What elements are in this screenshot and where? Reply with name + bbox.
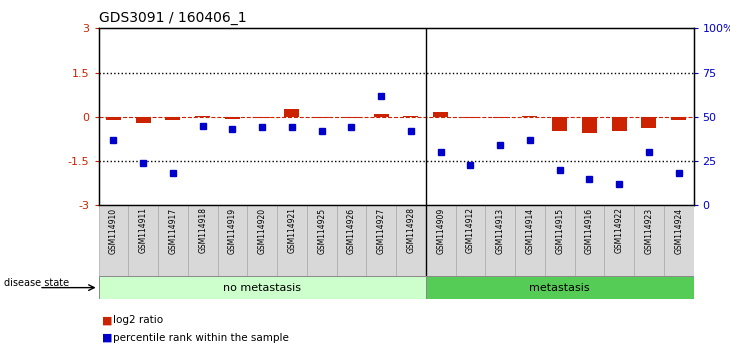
Text: GSM114926: GSM114926 (347, 207, 356, 253)
Bar (285, 109, 299, 117)
Text: GSM114915: GSM114915 (555, 207, 564, 253)
Bar (366, 205, 396, 276)
Text: percentile rank within the sample: percentile rank within the sample (113, 333, 289, 343)
Bar (128, 205, 158, 276)
Bar (582, 117, 597, 133)
Text: GSM114922: GSM114922 (615, 207, 623, 253)
Text: GSM114925: GSM114925 (317, 207, 326, 253)
Text: GSM114921: GSM114921 (288, 207, 296, 253)
Bar (255, 117, 269, 118)
Text: GSM114909: GSM114909 (436, 207, 445, 254)
Bar (634, 205, 664, 276)
Text: disease state: disease state (4, 278, 69, 288)
Text: GSM114912: GSM114912 (466, 207, 475, 253)
Bar (337, 205, 366, 276)
Text: GDS3091 / 160406_1: GDS3091 / 160406_1 (99, 11, 246, 24)
Text: GSM114928: GSM114928 (407, 207, 415, 253)
Text: GSM114917: GSM114917 (169, 207, 177, 253)
Text: GSM114919: GSM114919 (228, 207, 237, 253)
Bar (463, 117, 478, 118)
Text: GSM114910: GSM114910 (109, 207, 118, 253)
Bar (552, 117, 567, 131)
Text: GSM114914: GSM114914 (526, 207, 534, 253)
Bar (485, 205, 515, 276)
Bar (99, 205, 128, 276)
Bar (396, 205, 426, 276)
Text: ■: ■ (102, 333, 112, 343)
Bar (344, 117, 359, 118)
Bar (671, 117, 686, 120)
Bar (433, 112, 448, 117)
Text: GSM114911: GSM114911 (139, 207, 147, 253)
Bar (218, 205, 247, 276)
Bar (195, 116, 210, 117)
Text: log2 ratio: log2 ratio (113, 315, 164, 325)
Bar (604, 205, 634, 276)
Bar (642, 117, 656, 128)
Bar (523, 116, 537, 117)
Bar (99, 276, 426, 299)
Bar (515, 205, 545, 276)
Text: GSM114924: GSM114924 (674, 207, 683, 253)
Bar (404, 116, 418, 117)
Bar (188, 205, 218, 276)
Text: GSM114920: GSM114920 (258, 207, 266, 253)
Bar (575, 205, 604, 276)
Text: metastasis: metastasis (529, 282, 590, 293)
Bar (136, 117, 150, 123)
Bar (612, 117, 626, 131)
Bar (225, 117, 240, 119)
Bar (158, 205, 188, 276)
Text: GSM114923: GSM114923 (645, 207, 653, 253)
Bar (277, 205, 307, 276)
Bar (545, 205, 575, 276)
Text: GSM114916: GSM114916 (585, 207, 594, 253)
Bar (664, 205, 694, 276)
Text: GSM114927: GSM114927 (377, 207, 385, 253)
Text: GSM114918: GSM114918 (198, 207, 207, 253)
Bar (493, 117, 507, 118)
Bar (426, 276, 694, 299)
Bar (426, 205, 456, 276)
Bar (166, 117, 180, 120)
Text: ■: ■ (102, 315, 112, 325)
Bar (247, 205, 277, 276)
Bar (314, 117, 329, 118)
Text: no metastasis: no metastasis (223, 282, 301, 293)
Bar (106, 117, 121, 120)
Text: GSM114913: GSM114913 (496, 207, 504, 253)
Bar (307, 205, 337, 276)
Bar (374, 114, 388, 117)
Bar (456, 205, 485, 276)
